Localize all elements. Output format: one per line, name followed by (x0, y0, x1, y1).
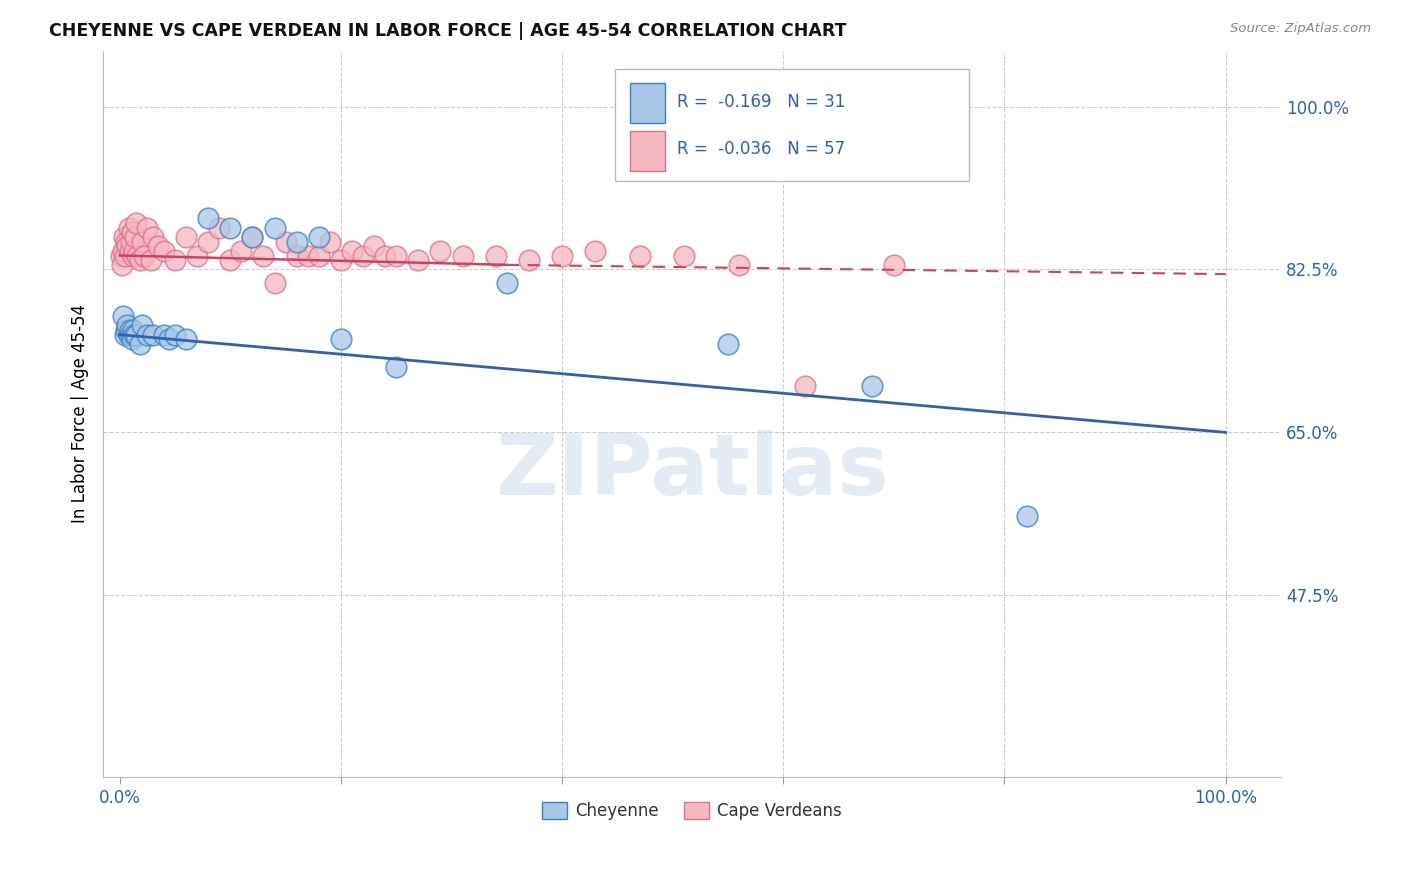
Point (860, 379, 883, 393)
Point (285, 235, 308, 249)
Point (153, 327, 176, 342)
Point (120, 235, 142, 249)
Point (122, 323, 145, 337)
Point (1015, 509, 1038, 524)
Point (485, 248, 508, 262)
Point (308, 248, 330, 262)
Point (197, 235, 219, 249)
Point (120, 327, 142, 342)
Point (252, 248, 274, 262)
Point (329, 253, 352, 268)
Point (127, 248, 149, 262)
Y-axis label: In Labor Force | Age 45-54: In Labor Force | Age 45-54 (72, 304, 89, 524)
Text: ZIPatlas: ZIPatlas (495, 430, 889, 514)
Point (125, 216, 148, 230)
Point (122, 327, 145, 342)
Text: R =  -0.169   N = 31: R = -0.169 N = 31 (676, 93, 845, 111)
Point (142, 327, 165, 342)
Point (329, 332, 352, 346)
Point (242, 230, 264, 244)
Point (583, 244, 606, 258)
Point (385, 360, 408, 375)
Point (110, 248, 132, 262)
Point (728, 258, 751, 272)
Point (297, 248, 319, 262)
Point (451, 248, 474, 262)
Point (308, 230, 330, 244)
Point (117, 318, 139, 333)
Point (117, 239, 139, 253)
Point (285, 248, 308, 262)
Point (159, 332, 181, 346)
Point (121, 225, 143, 239)
Point (118, 323, 141, 337)
Point (517, 253, 540, 268)
Point (628, 248, 651, 262)
Point (128, 337, 150, 351)
Point (385, 248, 408, 262)
Point (136, 220, 159, 235)
Point (131, 235, 153, 249)
Point (231, 244, 253, 258)
Point (112, 244, 135, 258)
Point (174, 230, 197, 244)
Point (112, 309, 135, 323)
Point (148, 239, 170, 253)
Point (124, 230, 146, 244)
Point (118, 244, 141, 258)
Point (142, 230, 165, 244)
FancyBboxPatch shape (616, 69, 969, 181)
Point (363, 239, 385, 253)
Point (186, 248, 208, 262)
Point (263, 277, 285, 291)
Point (163, 327, 186, 342)
Text: CHEYENNE VS CAPE VERDEAN IN LABOR FORCE | AGE 45-54 CORRELATION CHART: CHEYENNE VS CAPE VERDEAN IN LABOR FORCE … (49, 22, 846, 40)
Point (219, 220, 242, 235)
Point (242, 230, 264, 244)
Point (883, 258, 905, 272)
Point (319, 235, 342, 249)
Point (132, 248, 155, 262)
Point (122, 244, 145, 258)
Point (408, 253, 430, 268)
Point (117, 220, 139, 235)
Point (121, 332, 143, 346)
Point (340, 244, 363, 258)
Point (163, 253, 186, 268)
Point (131, 318, 153, 333)
Point (197, 211, 219, 226)
Point (153, 244, 176, 258)
Point (219, 253, 242, 268)
Point (139, 253, 162, 268)
FancyBboxPatch shape (630, 83, 665, 123)
Point (263, 220, 285, 235)
Point (128, 253, 150, 268)
Point (114, 327, 136, 342)
Point (274, 235, 297, 249)
Point (672, 248, 695, 262)
Point (136, 327, 159, 342)
Point (115, 235, 138, 249)
Point (117, 327, 139, 342)
Point (794, 379, 817, 393)
Point (111, 258, 134, 272)
Point (125, 327, 148, 342)
Point (551, 248, 574, 262)
Point (115, 323, 138, 337)
FancyBboxPatch shape (630, 130, 665, 170)
Point (352, 248, 374, 262)
Point (717, 337, 740, 351)
Point (174, 332, 197, 346)
Point (122, 248, 145, 262)
Text: R =  -0.036   N = 57: R = -0.036 N = 57 (676, 140, 845, 158)
Point (429, 244, 451, 258)
Point (495, 277, 517, 291)
Point (208, 220, 231, 235)
Point (114, 248, 136, 262)
Point (374, 248, 396, 262)
Text: Source: ZipAtlas.com: Source: ZipAtlas.com (1230, 22, 1371, 36)
Legend: Cheyenne, Cape Verdeans: Cheyenne, Cape Verdeans (536, 795, 849, 827)
Point (112, 230, 135, 244)
